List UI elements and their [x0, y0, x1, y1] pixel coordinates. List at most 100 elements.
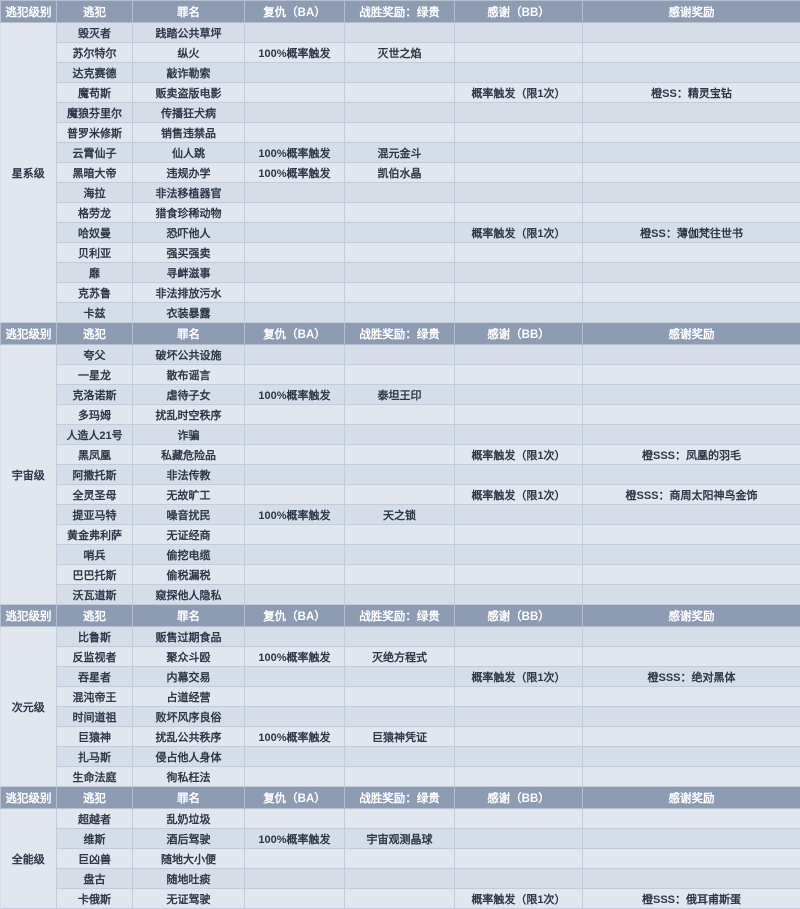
green-cell [345, 525, 455, 545]
name-cell: 苏尔特尔 [57, 43, 133, 63]
reward-cell [583, 303, 800, 323]
reward-cell [583, 143, 800, 163]
bb-cell [455, 505, 583, 525]
table-row: 黑暗大帝违规办学100%概率触发凯伯水晶 [1, 163, 800, 183]
ba-cell [245, 183, 345, 203]
name-cell: 克洛诺斯 [57, 385, 133, 405]
name-cell: 巨凶兽 [57, 849, 133, 869]
green-cell [345, 203, 455, 223]
name-cell: 克苏鲁 [57, 283, 133, 303]
bb-cell [455, 525, 583, 545]
header-cell: 逃犯级别 [1, 787, 57, 809]
table-row: 反监视者聚众斗殴100%概率触发灭绝方程式 [1, 647, 800, 667]
table-row: 克洛诺斯虐待子女100%概率触发泰坦王印 [1, 385, 800, 405]
green-cell [345, 365, 455, 385]
header-cell: 复仇（BA） [245, 787, 345, 809]
ba-cell [245, 849, 345, 869]
crime-cell: 仙人跳 [133, 143, 245, 163]
green-cell: 泰坦王印 [345, 385, 455, 405]
name-cell: 普罗米修斯 [57, 123, 133, 143]
table-row: 混沌帝王占道经营 [1, 687, 800, 707]
reward-cell [583, 545, 800, 565]
table-row: 吞星者内幕交易概率触发（限1次）橙SSS：绝对黑体 [1, 667, 800, 687]
crime-cell: 破坏公共设施 [133, 345, 245, 365]
header-cell: 复仇（BA） [245, 323, 345, 345]
name-cell: 比鲁斯 [57, 627, 133, 647]
crime-cell: 非法传教 [133, 465, 245, 485]
crime-cell: 敲诈勒索 [133, 63, 245, 83]
reward-cell [583, 103, 800, 123]
crime-cell: 无证经商 [133, 525, 245, 545]
green-cell [345, 123, 455, 143]
bb-cell [455, 687, 583, 707]
header-cell: 复仇（BA） [245, 605, 345, 627]
header-cell: 罪名 [133, 323, 245, 345]
crime-cell: 践踏公共草坪 [133, 23, 245, 43]
crime-cell: 窥探他人隐私 [133, 585, 245, 605]
header-cell: 感谢（BB） [455, 323, 583, 345]
bb-cell [455, 345, 583, 365]
name-cell: 生命法庭 [57, 767, 133, 787]
reward-cell: 橙SSS：商周太阳神鸟金饰 [583, 485, 800, 505]
header-cell: 感谢奖励 [583, 1, 800, 23]
name-cell: 云霄仙子 [57, 143, 133, 163]
name-cell: 靡 [57, 263, 133, 283]
reward-cell [583, 585, 800, 605]
reward-cell [583, 43, 800, 63]
bb-cell [455, 647, 583, 667]
name-cell: 巨猿神 [57, 727, 133, 747]
table-row: 达克赛德敲诈勒索 [1, 63, 800, 83]
crime-cell: 私藏危险品 [133, 445, 245, 465]
reward-cell: 橙SS：精灵宝钻 [583, 83, 800, 103]
green-cell: 宇宙观测晶球 [345, 829, 455, 849]
name-cell: 卡俄斯 [57, 889, 133, 909]
crime-cell: 偷税漏税 [133, 565, 245, 585]
table-row: 盘古随地吐痰 [1, 869, 800, 889]
crime-cell: 猎食珍稀动物 [133, 203, 245, 223]
name-cell: 反监视者 [57, 647, 133, 667]
header-cell: 逃犯 [57, 787, 133, 809]
ba-cell [245, 707, 345, 727]
name-cell: 混沌帝王 [57, 687, 133, 707]
bb-cell [455, 365, 583, 385]
crime-cell: 乱奶垃圾 [133, 809, 245, 829]
name-cell: 夸父 [57, 345, 133, 365]
green-cell [345, 465, 455, 485]
bb-cell [455, 183, 583, 203]
table-row: 星系级毁灭者践踏公共草坪 [1, 23, 800, 43]
name-cell: 沃瓦道斯 [57, 585, 133, 605]
ba-cell [245, 243, 345, 263]
header-cell: 逃犯级别 [1, 1, 57, 23]
name-cell: 魔狼芬里尔 [57, 103, 133, 123]
green-cell [345, 83, 455, 103]
header-cell: 逃犯级别 [1, 605, 57, 627]
bb-cell: 概率触发（限1次） [455, 485, 583, 505]
ba-cell [245, 103, 345, 123]
ba-cell [245, 283, 345, 303]
reward-cell [583, 203, 800, 223]
name-cell: 吞星者 [57, 667, 133, 687]
green-cell [345, 23, 455, 43]
table-row: 哨兵偷挖电缆 [1, 545, 800, 565]
ba-cell [245, 123, 345, 143]
ba-cell [245, 747, 345, 767]
level-cell: 星系级 [1, 23, 57, 323]
bb-cell: 概率触发（限1次） [455, 889, 583, 909]
reward-cell [583, 525, 800, 545]
header-cell: 感谢（BB） [455, 605, 583, 627]
table-container: 逃犯级别逃犯罪名复仇（BA）战胜奖励：绿贵感谢（BB）感谢奖励星系级毁灭者践踏公… [0, 0, 800, 909]
table-row: 扎马斯侵占他人身体 [1, 747, 800, 767]
reward-cell [583, 425, 800, 445]
table-row: 魔苟斯贩卖盗版电影概率触发（限1次）橙SS：精灵宝钻 [1, 83, 800, 103]
ba-cell: 100%概率触发 [245, 727, 345, 747]
table-row: 时间道祖败坏风序良俗 [1, 707, 800, 727]
green-cell [345, 687, 455, 707]
table-row: 一星龙散布谣言 [1, 365, 800, 385]
name-cell: 海拉 [57, 183, 133, 203]
ba-cell [245, 687, 345, 707]
header-cell: 战胜奖励：绿贵 [345, 1, 455, 23]
ba-cell: 100%概率触发 [245, 829, 345, 849]
level-cell: 全能级 [1, 809, 57, 909]
bb-cell: 概率触发（限1次） [455, 83, 583, 103]
bb-cell [455, 123, 583, 143]
